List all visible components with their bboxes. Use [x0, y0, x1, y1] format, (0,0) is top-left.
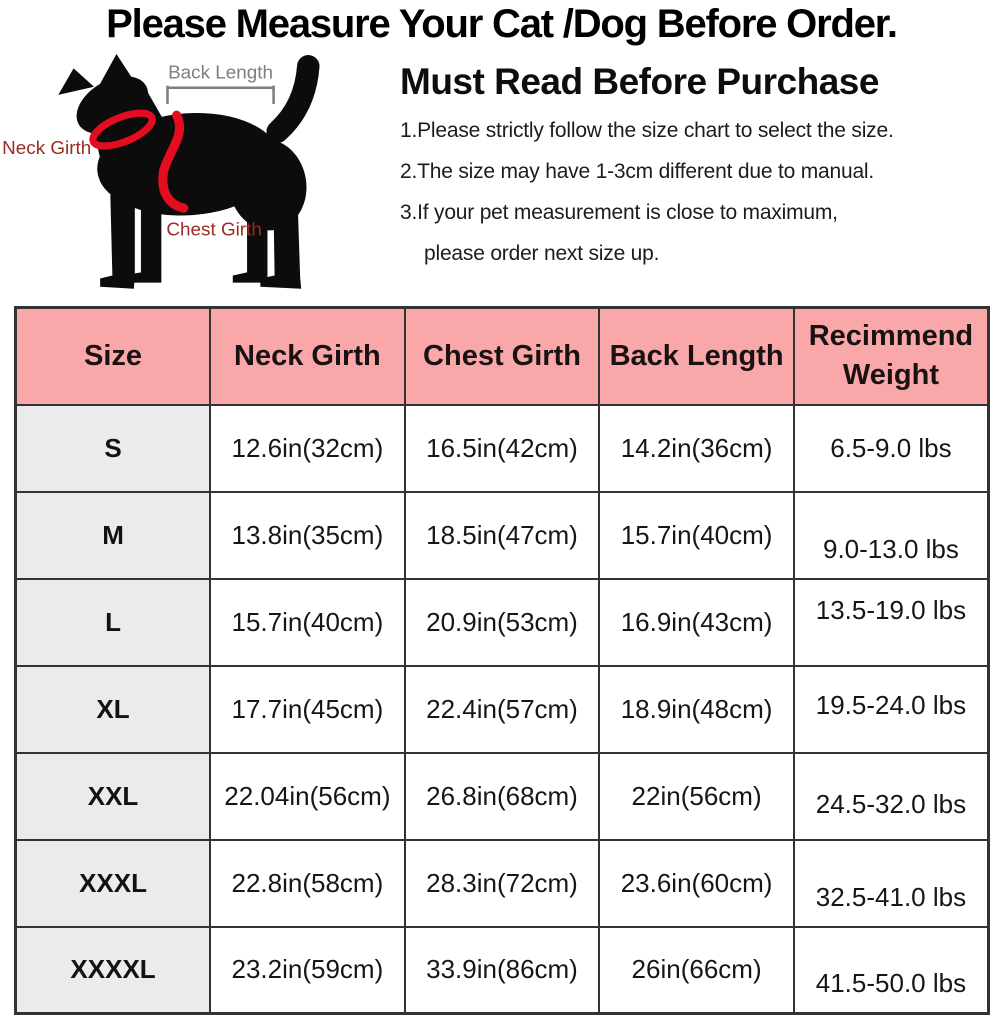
col-header-back: Back Length	[598, 306, 795, 406]
cell-size: XXXL	[14, 838, 212, 928]
cell-weight: 24.5-32.0 lbs	[792, 751, 990, 841]
notice-line-2: 2.The size may have 1-3cm different due …	[400, 160, 875, 183]
cell-neck: 22.8in(58cm)	[209, 838, 406, 928]
dog-measurement-diagram: Back Length	[0, 48, 392, 301]
weight-value: 19.5-24.0 lbs	[815, 689, 967, 720]
notice-line-4: please order next size up.	[424, 242, 660, 265]
chest-girth-label: Chest Girth	[166, 219, 261, 240]
cell-chest: 18.5in(47cm)	[403, 490, 601, 580]
table-row: XXXXL 23.2in(59cm) 33.9in(86cm) 26in(66c…	[14, 925, 990, 1015]
cell-back: 16.9in(43cm)	[598, 577, 795, 667]
notice-line-1: 1.Please strictly follow the size chart …	[400, 119, 894, 142]
dog-silhouette	[58, 54, 320, 289]
table-row: XXXL 22.8in(58cm) 28.3in(72cm) 23.6in(60…	[14, 838, 990, 928]
table-row: XL 17.7in(45cm) 22.4in(57cm) 18.9in(48cm…	[14, 664, 990, 754]
cell-weight: 32.5-41.0 lbs	[792, 838, 990, 928]
cell-size: XL	[14, 664, 212, 754]
table-row: M 13.8in(35cm) 18.5in(47cm) 15.7in(40cm)…	[14, 490, 990, 580]
chest-strap-line	[158, 110, 189, 213]
cell-chest: 33.9in(86cm)	[403, 925, 601, 1015]
weight-value: 24.5-32.0 lbs	[815, 788, 967, 819]
cell-back: 14.2in(36cm)	[598, 403, 795, 493]
col-header-chest: Chest Girth	[403, 306, 601, 406]
cell-neck: 22.04in(56cm)	[209, 751, 406, 841]
cell-neck: 23.2in(59cm)	[209, 925, 406, 1015]
back-length-bracket	[166, 85, 275, 105]
cell-weight: 41.5-50.0 lbs	[792, 925, 990, 1015]
cell-neck: 17.7in(45cm)	[209, 664, 406, 754]
cell-size: M	[14, 490, 212, 580]
cell-weight: 19.5-24.0 lbs	[792, 664, 990, 754]
weight-value: 6.5-9.0 lbs	[830, 432, 952, 463]
size-chart-header-row: Size Neck Girth Chest Girth Back Length …	[14, 306, 990, 406]
table-row: L 15.7in(40cm) 20.9in(53cm) 16.9in(43cm)…	[14, 577, 990, 667]
cell-weight: 9.0-13.0 lbs	[792, 490, 990, 580]
weight-value: 32.5-41.0 lbs	[815, 881, 967, 912]
size-chart-table: Size Neck Girth Chest Girth Back Length …	[14, 306, 990, 1015]
cell-size: XXL	[14, 751, 212, 841]
page-title: Please Measure Your Cat /Dog Before Orde…	[106, 2, 898, 46]
neck-girth-label: Neck Girth	[2, 137, 91, 158]
cell-back: 22in(56cm)	[598, 751, 795, 841]
cell-neck: 13.8in(35cm)	[209, 490, 406, 580]
table-row: S 12.6in(32cm) 16.5in(42cm) 14.2in(36cm)…	[14, 403, 990, 493]
cell-back: 26in(66cm)	[598, 925, 795, 1015]
cell-back: 15.7in(40cm)	[598, 490, 795, 580]
table-row: XXL 22.04in(56cm) 26.8in(68cm) 22in(56cm…	[14, 751, 990, 841]
cell-size: S	[14, 403, 212, 493]
cell-neck: 12.6in(32cm)	[209, 403, 406, 493]
weight-value: 41.5-50.0 lbs	[815, 968, 967, 999]
cell-size: XXXXL	[14, 925, 212, 1015]
cell-chest: 22.4in(57cm)	[403, 664, 601, 754]
cell-size: L	[14, 577, 212, 667]
col-header-neck: Neck Girth	[209, 306, 406, 406]
cell-back: 23.6in(60cm)	[598, 838, 795, 928]
weight-value: 13.5-19.0 lbs	[815, 594, 967, 625]
notice-heading: Must Read Before Purchase	[400, 61, 879, 102]
dog-silhouette-graphic: Back Length	[2, 54, 320, 289]
cell-chest: 16.5in(42cm)	[403, 403, 601, 493]
cell-chest: 26.8in(68cm)	[403, 751, 601, 841]
purchase-notice: Must Read Before Purchase 1.Please stric…	[392, 48, 1003, 301]
notice-line-3: 3.If your pet measurement is close to ma…	[400, 201, 838, 224]
cell-chest: 28.3in(72cm)	[403, 838, 601, 928]
back-length-label: Back Length	[168, 62, 273, 83]
cell-weight: 6.5-9.0 lbs	[792, 403, 990, 493]
weight-value: 9.0-13.0 lbs	[823, 533, 959, 564]
cell-chest: 20.9in(53cm)	[403, 577, 601, 667]
neck-collar-line	[89, 109, 156, 150]
cell-back: 18.9in(48cm)	[598, 664, 795, 754]
col-header-size: Size	[14, 306, 212, 406]
cell-weight: 13.5-19.0 lbs	[792, 577, 990, 667]
col-header-weight: Recimmend Weight	[792, 306, 990, 406]
cell-neck: 15.7in(40cm)	[209, 577, 406, 667]
measure-section: Back Length	[0, 48, 1003, 301]
